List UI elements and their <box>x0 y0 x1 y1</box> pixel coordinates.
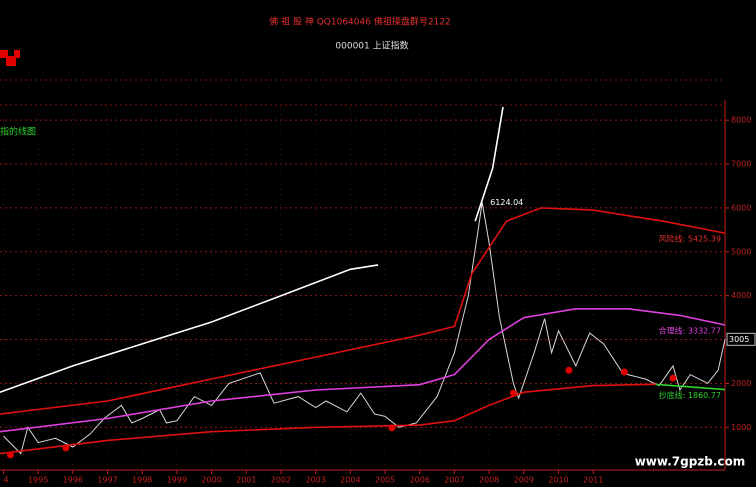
y-tick-label: 1000 <box>731 423 751 432</box>
x-tick-label: 4 <box>3 476 8 485</box>
x-tick-label: 2011 <box>583 476 603 485</box>
logo-block <box>6 56 16 66</box>
x-tick-label: 2003 <box>305 476 325 485</box>
series-line <box>0 207 726 415</box>
x-tick-label: 2004 <box>340 476 360 485</box>
annotation: 抄底线: 1860.77 <box>659 390 721 400</box>
y-tick-label: 8000 <box>731 116 751 125</box>
signal-dot <box>565 366 573 374</box>
last-price-box <box>726 332 756 346</box>
x-tick-label: 2009 <box>514 476 534 485</box>
x-tick-label: 1997 <box>97 476 117 485</box>
annotation: 合理线: 3332.77 <box>659 325 721 335</box>
y-tick-label: 5000 <box>731 247 751 256</box>
x-tick-label: 2005 <box>375 476 395 485</box>
signal-dot <box>62 444 70 452</box>
x-tick-label: 2000 <box>201 476 221 485</box>
signal-dot <box>388 424 396 432</box>
signal-dot <box>6 451 14 459</box>
x-tick-label: 2001 <box>236 476 256 485</box>
symbol: 000001 上证指数 <box>335 40 408 52</box>
x-tick-label: 1998 <box>132 476 152 485</box>
series-line <box>0 106 504 393</box>
x-tick-label: 2007 <box>444 476 464 485</box>
y-tick-label: 7000 <box>731 160 751 169</box>
signal-dot <box>620 368 628 376</box>
x-tick-label: 1996 <box>63 476 83 485</box>
side-note: 指的线图 <box>0 126 36 138</box>
x-tick-label: 2010 <box>548 476 568 485</box>
series-line <box>0 308 726 433</box>
signal-dot <box>509 389 517 397</box>
annotation: 风险线: 5425.39 <box>659 234 721 244</box>
signal-dot <box>669 374 677 382</box>
logo-block <box>0 50 8 58</box>
watermark: www.7gpzb.com <box>635 455 746 469</box>
series-line <box>0 383 656 455</box>
x-tick-label: 2006 <box>410 476 430 485</box>
x-tick-label: 1995 <box>28 476 48 485</box>
series-line <box>655 383 726 391</box>
annotation: 6124.04 <box>490 198 523 207</box>
x-tick-label: 2008 <box>479 476 499 485</box>
x-tick-label: 2002 <box>271 476 291 485</box>
y-tick-label: 6000 <box>731 203 751 212</box>
logo-block <box>14 50 20 58</box>
header: 佛 祖 股 神 QQ1064046 佛祖操盘群号2122 <box>269 16 450 28</box>
x-tick-label: 1999 <box>167 476 187 485</box>
y-tick-label: 4000 <box>731 291 751 300</box>
last-price-label: 3005 <box>729 335 749 344</box>
y-tick-label: 2000 <box>731 379 751 388</box>
